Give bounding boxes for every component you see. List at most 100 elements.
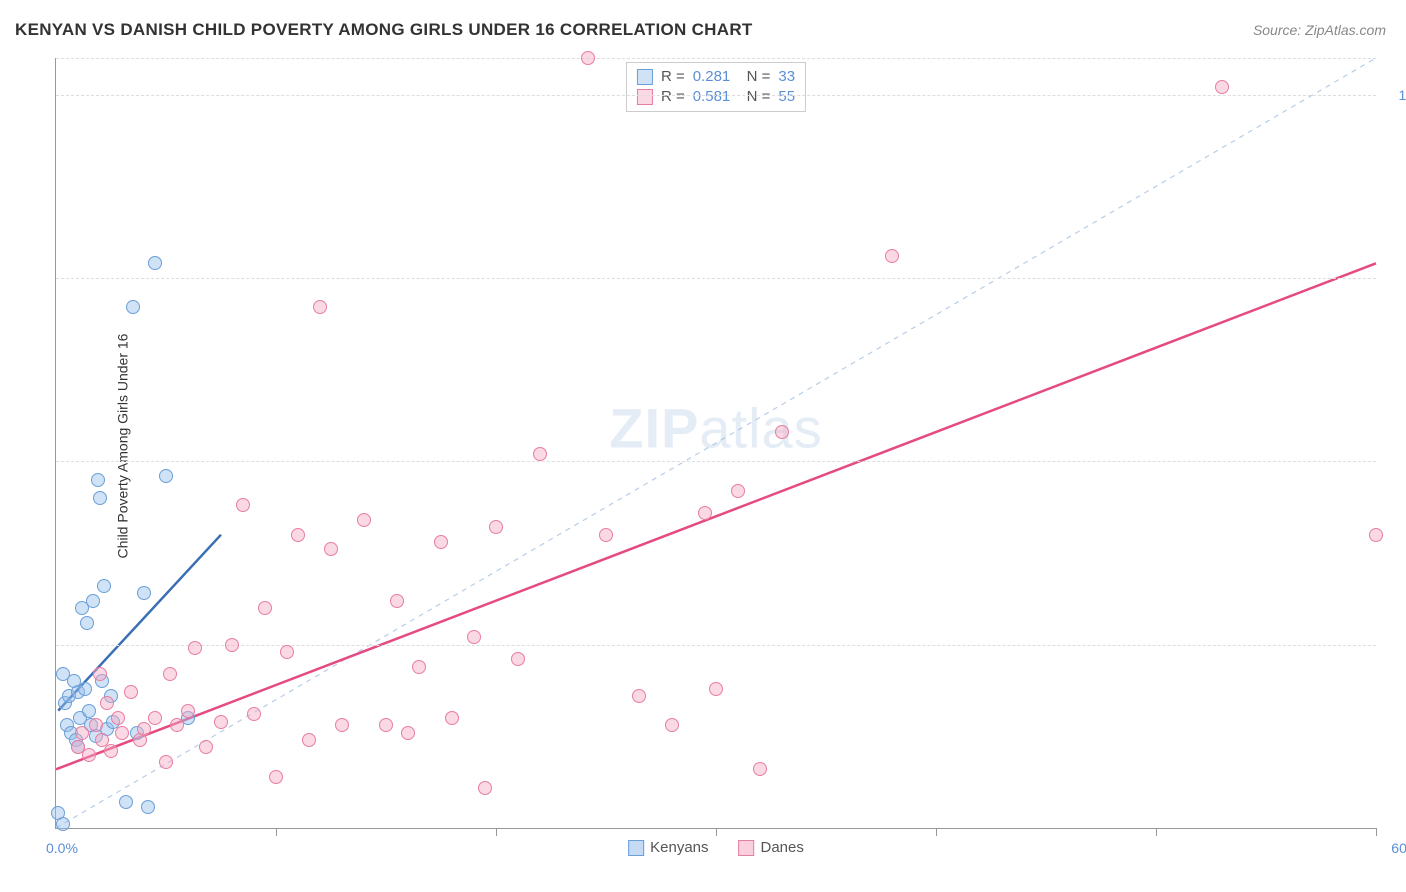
data-point (313, 300, 327, 314)
data-point (188, 641, 202, 655)
data-point (885, 249, 899, 263)
stats-row: R = 0.281 N = 33 (637, 67, 795, 87)
data-point (214, 715, 228, 729)
legend-item: Danes (739, 839, 804, 856)
stats-row: R = 0.581 N = 55 (637, 87, 795, 107)
data-point (445, 711, 459, 725)
data-point (159, 755, 173, 769)
data-point (258, 601, 272, 615)
data-point (163, 667, 177, 681)
legend-label: Kenyans (650, 839, 708, 856)
stat-r-label: R = (661, 67, 685, 87)
data-point (148, 711, 162, 725)
data-point (199, 740, 213, 754)
gridline (56, 95, 1376, 96)
legend-swatch (628, 840, 644, 856)
data-point (489, 520, 503, 534)
data-point (1369, 528, 1383, 542)
x-tick (716, 828, 717, 836)
data-point (137, 586, 151, 600)
data-point (181, 704, 195, 718)
data-point (225, 638, 239, 652)
data-point (86, 594, 100, 608)
stat-n-label: N = (738, 67, 770, 87)
data-point (731, 484, 745, 498)
data-point (100, 696, 114, 710)
data-point (379, 718, 393, 732)
data-point (753, 762, 767, 776)
data-point (1215, 80, 1229, 94)
data-point (467, 630, 481, 644)
data-point (698, 506, 712, 520)
data-point (269, 770, 283, 784)
data-point (137, 722, 151, 736)
x-axis-max-label: 60.0% (1391, 840, 1406, 856)
data-point (82, 704, 96, 718)
data-point (599, 528, 613, 542)
data-point (775, 425, 789, 439)
data-point (401, 726, 415, 740)
data-point (324, 542, 338, 556)
gridline (56, 645, 1376, 646)
data-point (412, 660, 426, 674)
data-point (581, 51, 595, 65)
x-tick (1376, 828, 1377, 836)
data-point (335, 718, 349, 732)
stat-n-value: 55 (778, 87, 795, 107)
data-point (247, 707, 261, 721)
data-point (632, 689, 646, 703)
gridline (56, 278, 1376, 279)
y-tick-label: 100.0% (1399, 87, 1406, 103)
data-point (97, 579, 111, 593)
stat-r-value: 0.281 (693, 67, 731, 87)
legend-swatch (739, 840, 755, 856)
data-point (357, 513, 371, 527)
data-point (709, 682, 723, 696)
data-point (82, 748, 96, 762)
data-point (111, 711, 125, 725)
data-point (302, 733, 316, 747)
data-point (80, 616, 94, 630)
gridline (56, 461, 1376, 462)
data-point (478, 781, 492, 795)
data-point (56, 817, 70, 831)
stats-legend: R = 0.281 N = 33R = 0.581 N = 55 (626, 62, 806, 112)
data-point (89, 718, 103, 732)
legend-label: Danes (761, 839, 804, 856)
stat-r-value: 0.581 (693, 87, 731, 107)
data-point (533, 447, 547, 461)
data-point (115, 726, 129, 740)
data-point (104, 744, 118, 758)
x-tick (496, 828, 497, 836)
data-point (280, 645, 294, 659)
data-point (390, 594, 404, 608)
data-point (159, 469, 173, 483)
data-point (78, 682, 92, 696)
legend-swatch (637, 89, 653, 105)
stat-n-value: 33 (778, 67, 795, 87)
gridline (56, 58, 1376, 59)
data-point (124, 685, 138, 699)
x-tick (1156, 828, 1157, 836)
x-tick (936, 828, 937, 836)
legend-swatch (637, 69, 653, 85)
series-legend: Kenyans Danes (628, 839, 804, 856)
data-point (511, 652, 525, 666)
data-point (434, 535, 448, 549)
data-point (170, 718, 184, 732)
data-point (291, 528, 305, 542)
stat-r-label: R = (661, 87, 685, 107)
data-point (119, 795, 133, 809)
data-point (91, 473, 105, 487)
data-point (148, 256, 162, 270)
chart-container: KENYAN VS DANISH CHILD POVERTY AMONG GIR… (0, 0, 1406, 892)
stat-n-label: N = (738, 87, 770, 107)
plot-area: ZIPatlas R = 0.281 N = 33R = 0.581 N = 5… (55, 58, 1376, 829)
x-tick (276, 828, 277, 836)
data-point (141, 800, 155, 814)
chart-title: KENYAN VS DANISH CHILD POVERTY AMONG GIR… (15, 20, 753, 40)
data-point (75, 726, 89, 740)
data-point (93, 491, 107, 505)
data-point (93, 667, 107, 681)
data-point (126, 300, 140, 314)
